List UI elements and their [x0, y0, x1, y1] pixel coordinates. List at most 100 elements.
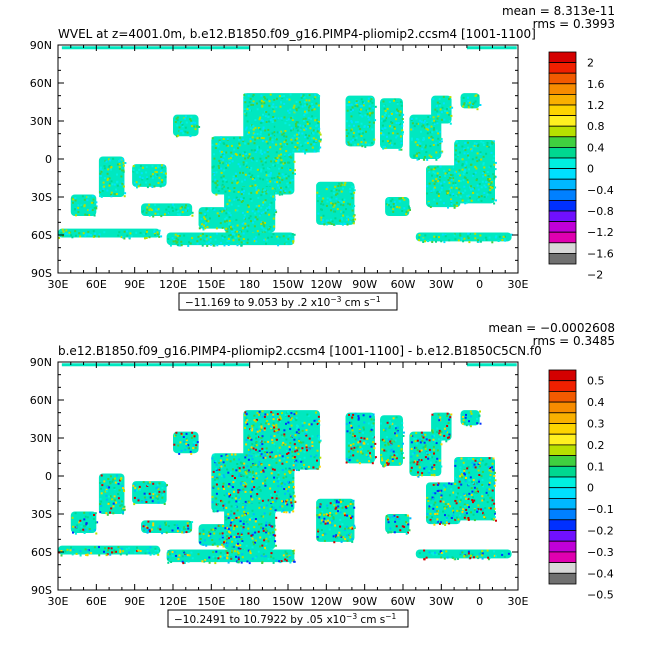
colorbar-swatch	[548, 390, 577, 403]
x-tick-label: 0	[476, 278, 483, 291]
colorbar-swatch	[548, 444, 577, 456]
y-tick-label: 60S	[31, 229, 52, 242]
y-tick-label: 30N	[30, 432, 52, 445]
colorbar-swatch	[548, 423, 577, 435]
colorbar-swatch	[548, 157, 577, 170]
y-tick-label: 60S	[31, 546, 52, 559]
y-tick-label: 30S	[31, 508, 52, 521]
colorbar-swatch	[548, 508, 577, 521]
range-text: −10.2491 to 10.7922 by .05 x10−3 cm s−1	[174, 612, 397, 626]
colorbar-label: 0.2	[587, 439, 605, 452]
colorbar-swatch	[548, 168, 577, 180]
colorbar-swatch	[548, 412, 577, 424]
range-box	[178, 292, 398, 311]
y-tick-label: 60N	[30, 77, 52, 90]
colorbar-label: 1.6	[587, 78, 605, 91]
colorbar-swatch	[548, 104, 577, 117]
colorbar-label: 0	[587, 163, 594, 176]
x-tick-label: 60W	[391, 278, 416, 291]
colorbar-swatch	[548, 199, 577, 212]
colorbar-label: −0.5	[587, 589, 614, 602]
panel-title: WVEL at z=4001.0m, b.e12.B1850.f09_g16.P…	[58, 27, 536, 41]
colorbar-swatch	[548, 136, 577, 148]
colorbar-swatch	[548, 115, 577, 127]
stat-mean: mean = −0.0002608	[488, 321, 615, 335]
colorbar-swatch	[548, 551, 577, 564]
y-tick-label: 90N	[30, 356, 52, 369]
colorbar-label: −2	[587, 269, 603, 282]
colorbar-label: −0.1	[587, 503, 614, 516]
colorbar-label: −0.8	[587, 205, 614, 218]
colorbar-swatch	[548, 242, 577, 254]
colorbar-swatch	[548, 455, 577, 467]
x-tick-label: 90E	[124, 595, 145, 608]
colorbar-swatch	[548, 572, 577, 585]
colorbar-swatch	[548, 380, 577, 392]
colorbar-label: 0	[587, 482, 594, 495]
colorbar-swatch	[548, 231, 577, 244]
x-tick-label: 150E	[197, 595, 225, 608]
x-tick-label: 90W	[352, 595, 377, 608]
x-tick-label: 30E	[48, 595, 69, 608]
colorbar-swatch	[548, 178, 577, 191]
colorbar: 0.5 0.4 0.3 0.2 0.1 0 −0.1 −0.2 −0.3 −0.4 −0.5	[548, 369, 614, 602]
x-tick-label: 30W	[429, 595, 454, 608]
colorbar-swatch	[548, 221, 577, 233]
colorbar-swatch	[548, 487, 577, 499]
colorbar-swatch	[548, 125, 577, 138]
colorbar-swatch	[548, 369, 577, 382]
colorbar-swatch	[548, 530, 577, 542]
x-tick-label: 150W	[272, 278, 304, 291]
x-tick-label: 60E	[86, 278, 107, 291]
colorbar-swatch	[548, 433, 577, 446]
colorbar-label: −1.6	[587, 247, 614, 260]
x-tick-label: 180	[239, 595, 260, 608]
x-tick-label: 0	[476, 595, 483, 608]
colorbar-label: −0.3	[587, 546, 614, 559]
panel-title: b.e12.B1850.f09_g16.PIMP4-pliomip2.ccsm4…	[58, 344, 542, 358]
colorbar-swatch	[548, 540, 577, 553]
x-tick-label: 30E	[48, 278, 69, 291]
colorbar-swatch	[548, 465, 577, 478]
field-cells	[58, 46, 517, 247]
field-cells	[58, 363, 517, 565]
colorbar-swatch	[548, 497, 577, 510]
colorbar-swatch	[548, 83, 577, 95]
y-tick-label: 90S	[31, 267, 52, 280]
colorbar-swatch	[548, 51, 577, 64]
x-tick-label: 30W	[429, 278, 454, 291]
colorbar-label: −0.2	[587, 525, 614, 538]
colorbar-swatch	[548, 62, 577, 74]
x-tick-label: 120W	[310, 278, 342, 291]
stat-mean: mean = 8.313e-11	[502, 4, 615, 18]
colorbar-swatch	[548, 146, 577, 159]
y-tick-label: 0	[45, 470, 52, 483]
colorbar-swatch	[548, 189, 577, 201]
colorbar-swatch	[548, 210, 577, 223]
colorbar-label: 0.4	[587, 396, 605, 409]
colorbar-label: −1.2	[587, 226, 614, 239]
colorbar-swatch	[548, 94, 577, 106]
colorbar-label: 0.8	[587, 120, 605, 133]
x-tick-label: 150W	[272, 595, 304, 608]
range-box	[167, 609, 409, 628]
x-tick-label: 60W	[391, 595, 416, 608]
y-tick-label: 90S	[31, 584, 52, 597]
colorbar-label: 0.4	[587, 141, 605, 154]
colorbar: 2 1.6 1.2 0.8 0.4 0 −0.4 −0.8 −1.2 −1.6 −2	[548, 51, 614, 282]
colorbar-label: 1.2	[587, 99, 605, 112]
y-tick-label: 0	[45, 153, 52, 166]
x-tick-label: 90E	[124, 278, 145, 291]
y-tick-label: 90N	[30, 39, 52, 52]
x-tick-label: 180	[239, 278, 260, 291]
x-tick-label: 120E	[159, 278, 187, 291]
colorbar-swatch	[548, 401, 577, 414]
x-tick-label: 120W	[310, 595, 342, 608]
stat-rms: rms = 0.3993	[533, 17, 615, 31]
colorbar-label: 0.5	[587, 375, 605, 388]
colorbar-label: −0.4	[587, 567, 614, 580]
y-tick-label: 30S	[31, 191, 52, 204]
